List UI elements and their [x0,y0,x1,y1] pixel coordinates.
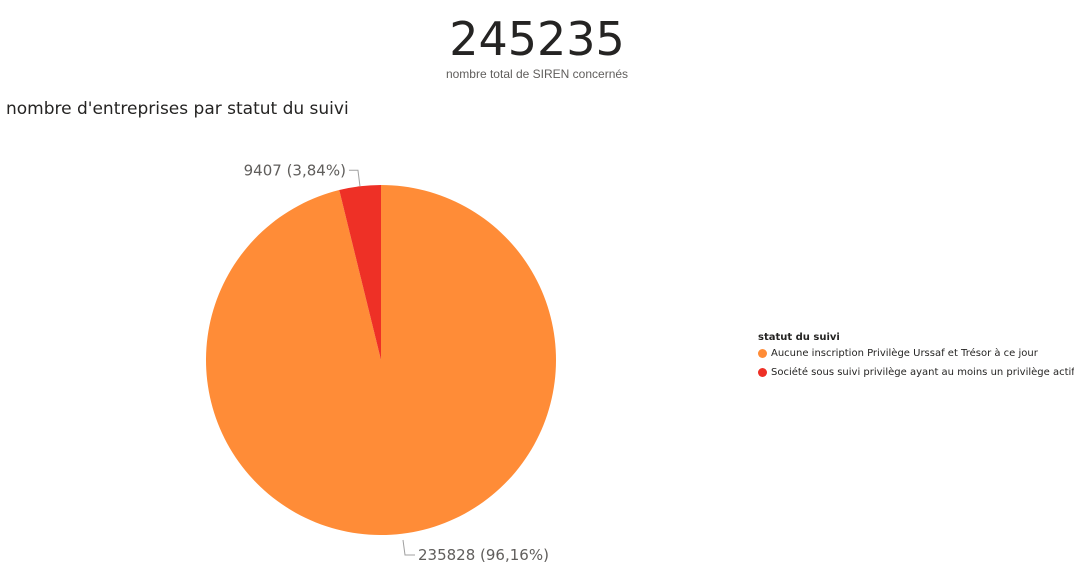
kpi-label: nombre total de SIREN concernés [445,67,629,81]
legend-dot-icon [758,349,767,358]
legend: statut du suivi Aucune inscription Privi… [758,332,1074,386]
legend-label: Aucune inscription Privilège Urssaf et T… [771,348,1038,359]
legend-label: Société sous suivi privilège ayant au mo… [771,367,1074,378]
legend-dot-icon [758,368,767,377]
legend-item[interactable]: Société sous suivi privilège ayant au mo… [758,367,1074,378]
pie-slice[interactable] [339,185,381,360]
legend-item[interactable]: Aucune inscription Privilège Urssaf et T… [758,348,1074,359]
kpi-card: 245235 nombre total de SIREN concernés [0,10,1074,82]
leader-line [348,169,361,187]
pie-labels: 9407 (3,84%) 235828 (96,16%) [244,161,549,564]
chart-title: nombre d'entreprises par statut du suivi [6,99,349,119]
legend-title: statut du suivi [758,332,840,343]
leader-line [402,539,415,556]
kpi-value: 245235 [449,12,625,66]
data-label: 235828 (96,16%) [418,546,549,564]
pie-slice[interactable] [206,185,557,535]
pie-slices [206,185,557,535]
data-label: 9407 (3,84%) [244,161,346,179]
